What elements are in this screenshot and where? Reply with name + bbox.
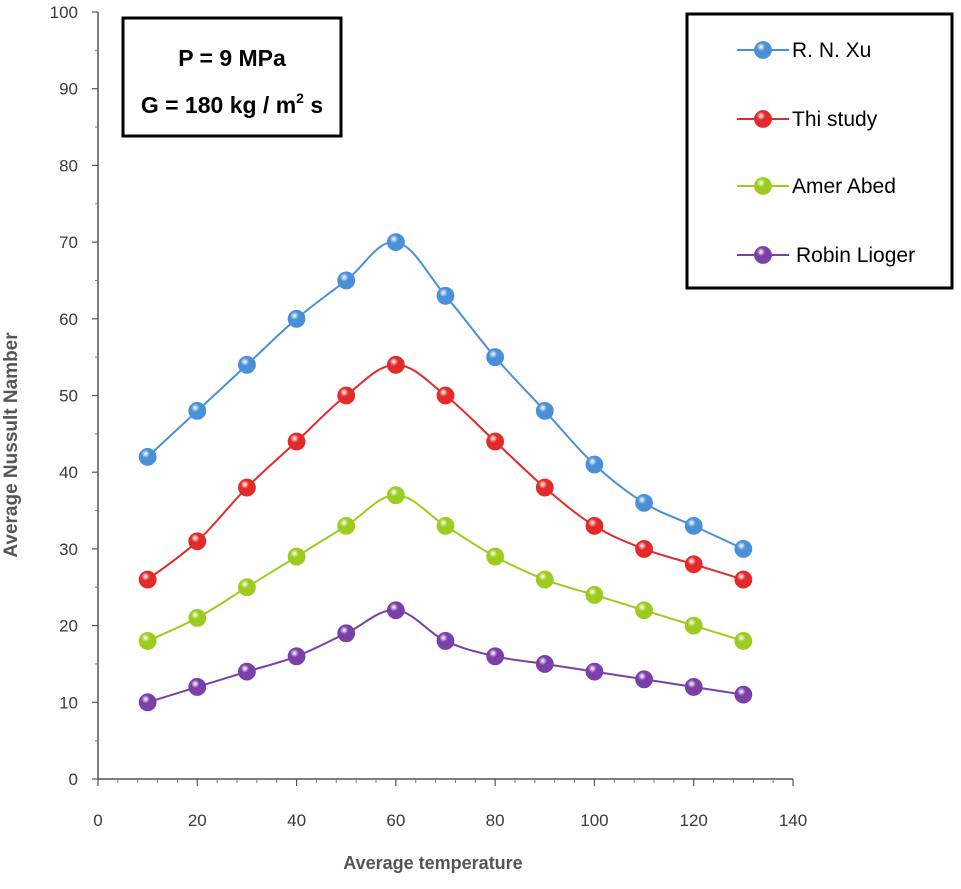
data-point <box>238 478 256 497</box>
data-point <box>138 693 157 712</box>
series-r-n-xu <box>138 233 753 558</box>
data-point <box>486 547 505 566</box>
y-axis-title: Average Nussult Namber <box>1 332 22 558</box>
x-tick-label: 0 <box>93 811 102 830</box>
x-tick-label: 40 <box>287 811 306 830</box>
data-point <box>734 632 753 650</box>
annotation-box: P = 9 MPa G = 180 kg / m2 s <box>121 16 343 138</box>
series-layer <box>138 233 753 712</box>
data-point <box>734 685 753 704</box>
data-point <box>337 386 356 405</box>
series-robin-lioger <box>138 601 753 712</box>
y-tick-label: 50 <box>59 387 78 406</box>
legend-marker <box>754 246 772 264</box>
x-tick-label: 60 <box>386 811 405 830</box>
legend-entry: Amer Abed <box>737 175 896 198</box>
data-point <box>535 478 554 497</box>
data-point <box>188 678 207 696</box>
y-tick-label: 90 <box>59 80 78 99</box>
data-point <box>238 355 256 374</box>
x-tick-label: 140 <box>779 811 807 830</box>
series-thi-study <box>138 355 753 589</box>
data-point <box>436 516 455 535</box>
legend-label: Thi study <box>792 108 878 131</box>
legend-marker <box>754 177 772 195</box>
data-point <box>188 609 207 627</box>
y-ticks: 0 10 20 30 40 50 60 70 80 90 100 <box>50 3 98 789</box>
data-point <box>684 678 703 696</box>
data-point <box>287 432 306 451</box>
y-tick-label: 60 <box>59 310 78 329</box>
x-tick-label: 80 <box>486 811 505 830</box>
data-point <box>287 547 306 566</box>
data-point <box>585 516 604 535</box>
legend-marker <box>754 110 772 128</box>
data-point <box>535 401 554 420</box>
x-ticks: 0 20 40 60 80 100 120 140 <box>93 779 807 830</box>
legend-label: Amer Abed <box>792 175 896 198</box>
data-point <box>684 516 703 535</box>
legend-entry: R. N. Xu <box>737 39 871 62</box>
data-point <box>238 578 256 597</box>
legend: R. N. Xu Thi study Amer Abed Robin Lioger <box>685 12 954 290</box>
x-axis-title: Average temperature <box>343 853 522 873</box>
data-point <box>585 662 604 681</box>
data-point <box>337 516 356 535</box>
data-point <box>486 348 505 367</box>
legend-entry: Robin Lioger <box>737 244 915 267</box>
y-tick-label: 100 <box>50 3 78 22</box>
legend-label: Robin Lioger <box>796 244 915 267</box>
y-tick-label: 30 <box>59 540 78 559</box>
data-point <box>337 271 356 290</box>
series-line <box>147 609 744 704</box>
data-point <box>436 386 455 405</box>
y-tick-label: 0 <box>69 770 78 789</box>
data-point <box>287 647 306 666</box>
data-point <box>238 662 256 681</box>
data-point <box>585 586 604 604</box>
data-point <box>535 655 554 673</box>
data-point <box>287 309 306 328</box>
data-point <box>635 670 653 689</box>
annotation-mass-flux: G = 180 kg / m2 s <box>141 90 323 118</box>
data-point <box>734 570 753 589</box>
annotation-pressure: P = 9 MPa <box>178 45 286 71</box>
legend-marker <box>754 41 772 59</box>
data-point <box>386 233 405 252</box>
y-tick-label: 80 <box>59 156 78 175</box>
series-amer-abed <box>138 486 753 650</box>
data-point <box>188 401 207 420</box>
y-tick-label: 70 <box>59 233 78 252</box>
legend-frame <box>685 12 954 290</box>
data-point <box>635 493 653 512</box>
data-point <box>684 616 703 635</box>
y-tick-label: 20 <box>59 617 78 636</box>
data-point <box>635 601 653 620</box>
data-point <box>138 570 157 589</box>
data-point <box>386 486 405 505</box>
data-point <box>436 632 455 650</box>
data-point <box>337 624 356 643</box>
data-point <box>138 632 157 650</box>
data-point <box>138 447 157 466</box>
data-point <box>386 601 405 620</box>
y-tick-label: 10 <box>59 693 78 712</box>
data-point <box>486 647 505 666</box>
legend-label: R. N. Xu <box>792 39 871 62</box>
data-point <box>188 532 207 551</box>
data-point <box>436 286 455 305</box>
y-tick-label: 40 <box>59 463 78 482</box>
x-tick-label: 100 <box>580 811 608 830</box>
data-point <box>486 432 505 451</box>
data-point <box>734 540 753 558</box>
data-point <box>585 455 604 474</box>
x-tick-label: 20 <box>188 811 207 830</box>
x-tick-label: 120 <box>680 811 708 830</box>
data-point <box>386 355 405 374</box>
data-point <box>635 540 653 558</box>
legend-entry: Thi study <box>737 108 878 131</box>
data-point <box>684 555 703 574</box>
data-point <box>535 570 554 589</box>
